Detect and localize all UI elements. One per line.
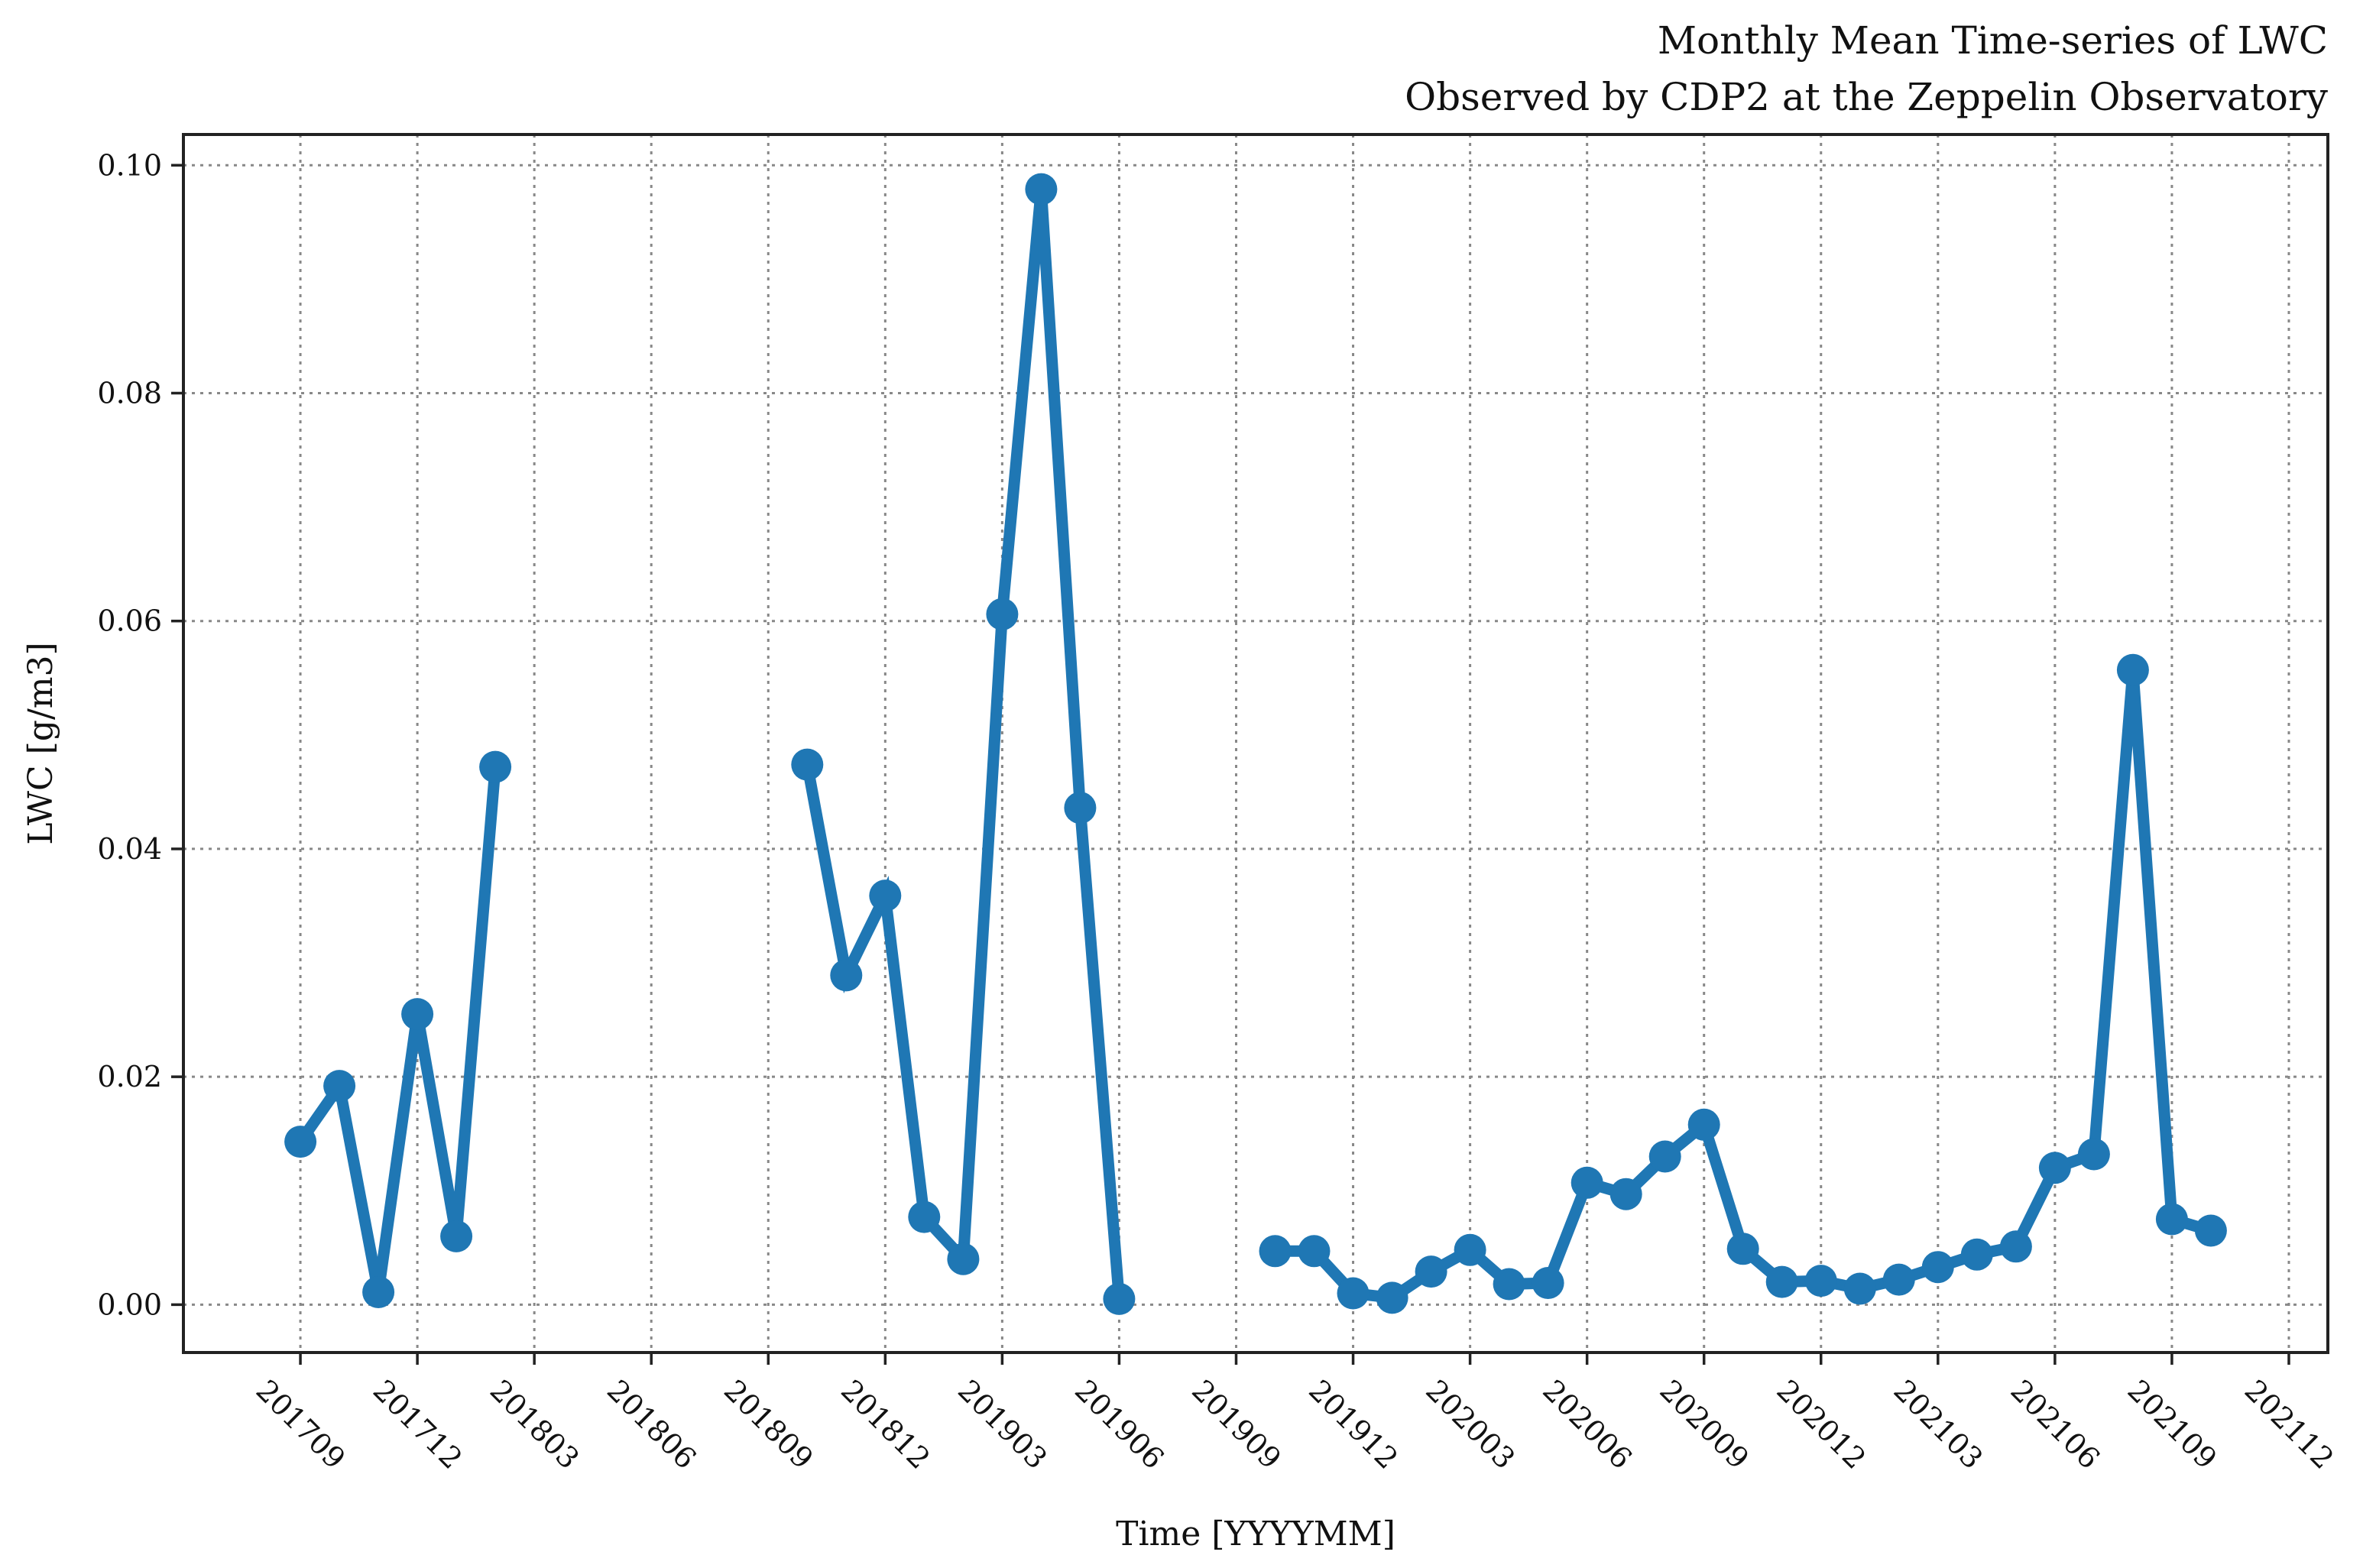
data-point <box>1804 1265 1837 1297</box>
data-point <box>908 1200 941 1233</box>
data-point <box>1103 1282 1136 1315</box>
data-point <box>1532 1267 1564 1299</box>
data-point <box>1337 1277 1370 1310</box>
data-point <box>1259 1235 1292 1268</box>
x-tick-label: 202009 <box>1653 1373 1755 1476</box>
x-tick-label: 201912 <box>1302 1373 1405 1476</box>
x-tick-label: 202103 <box>1887 1373 1989 1476</box>
grid-lines <box>183 134 2328 1353</box>
data-point <box>791 748 824 781</box>
y-axis-label: LWC [g/m3] <box>21 642 60 844</box>
series-line-segment <box>295 766 501 1294</box>
y-tick-label: 0.00 <box>97 1288 162 1321</box>
x-tick-label: 202003 <box>1419 1373 1522 1476</box>
data-point <box>2155 1203 2188 1236</box>
data-point <box>323 1070 356 1103</box>
y-tick-label: 0.10 <box>97 148 162 182</box>
y-tick-label: 0.08 <box>97 376 162 410</box>
data-point <box>440 1220 473 1252</box>
series-line-segment <box>1275 669 2213 1304</box>
data-point <box>362 1276 395 1308</box>
x-axis-label: Time [YYYYMM] <box>1116 1515 1395 1553</box>
series-line-segment <box>801 188 1125 1300</box>
data-point <box>1882 1263 1915 1296</box>
x-tick-label: 202106 <box>2005 1373 2107 1476</box>
data-point <box>1609 1178 1642 1210</box>
y-tick-label: 0.06 <box>97 604 162 638</box>
data-point <box>947 1242 980 1275</box>
data-point <box>479 750 512 783</box>
data-point <box>1415 1255 1447 1288</box>
y-tick-label: 0.02 <box>97 1060 162 1093</box>
x-tick-label: 201712 <box>367 1373 469 1476</box>
data-point <box>1376 1281 1408 1314</box>
data-point <box>1843 1272 1876 1305</box>
x-tick-label: 201903 <box>951 1373 1054 1476</box>
x-tick-label: 201803 <box>484 1373 586 1476</box>
data-point <box>1726 1233 1759 1265</box>
data-point <box>1064 792 1097 824</box>
data-point <box>986 598 1019 630</box>
lwc-series <box>284 173 2227 1315</box>
axis-ticks: 201709 201712 201803 201806 201809 201812 2019… <box>97 148 2340 1476</box>
x-tick-label: 201909 <box>1185 1373 1288 1476</box>
data-point <box>1765 1265 1798 1298</box>
data-point <box>1687 1108 1720 1141</box>
x-tick-label: 201806 <box>601 1373 703 1476</box>
x-tick-label: 201812 <box>835 1373 937 1476</box>
data-point <box>1648 1140 1681 1173</box>
data-point <box>830 959 863 992</box>
data-point <box>1921 1251 1954 1284</box>
y-tick-label: 0.04 <box>97 832 162 866</box>
data-point <box>1454 1233 1486 1266</box>
data-point <box>1960 1238 1993 1271</box>
x-tick-label: 202109 <box>2122 1373 2224 1476</box>
plot-frame <box>182 133 2329 1354</box>
chart-title-line-2: Observed by CDP2 at the Zeppelin Observa… <box>1405 75 2329 119</box>
data-point <box>401 998 434 1031</box>
data-point <box>869 880 902 912</box>
data-point <box>1298 1235 1331 1268</box>
data-point <box>2077 1138 2110 1171</box>
x-tick-label: 201906 <box>1068 1373 1171 1476</box>
data-point <box>1025 173 1058 206</box>
data-point <box>2116 653 2149 686</box>
x-tick-label: 202112 <box>2238 1373 2341 1476</box>
x-tick-label: 201709 <box>250 1373 352 1476</box>
data-point <box>2194 1214 2227 1247</box>
data-point <box>284 1126 317 1158</box>
x-tick-label: 202012 <box>1770 1373 1872 1476</box>
chart-title-line-1: Monthly Mean Time-series of LWC <box>1658 18 2328 63</box>
x-tick-label: 201809 <box>718 1373 820 1476</box>
data-point <box>1999 1230 2032 1263</box>
chart-title: Monthly Mean Time-series of LWC Observed… <box>1405 18 2329 119</box>
data-point <box>1570 1166 1603 1199</box>
data-point <box>1493 1268 1525 1301</box>
x-tick-label: 202006 <box>1536 1373 1639 1476</box>
data-point <box>2038 1152 2071 1184</box>
